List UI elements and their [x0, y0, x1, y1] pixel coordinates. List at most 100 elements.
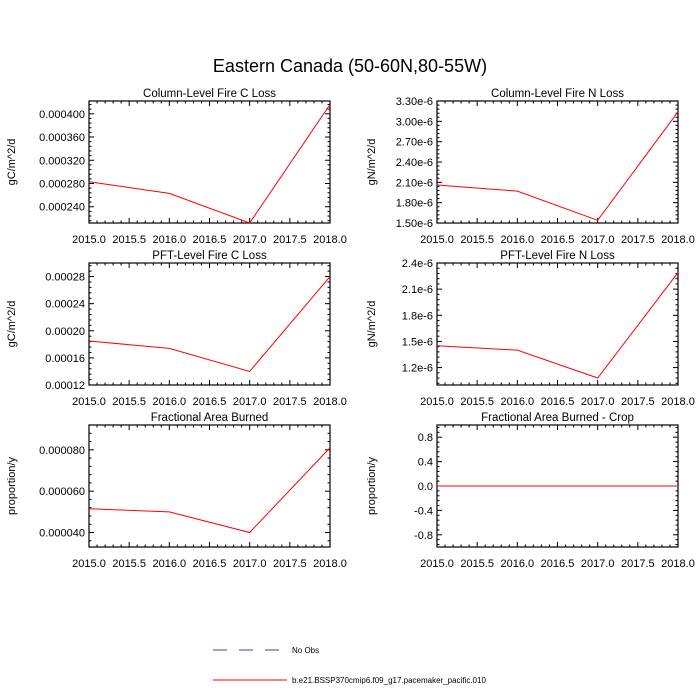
- y-axis-label: gN/m^2/d: [366, 301, 378, 348]
- y-tick-label: 0.00024: [45, 299, 85, 311]
- y-tick-label: 2.70e-6: [396, 137, 433, 149]
- x-tick-label: 2015.0: [420, 396, 454, 408]
- x-tick-label: 2015.5: [112, 558, 146, 570]
- panel-title: Fractional Area Burned - Crop: [481, 412, 634, 424]
- chart-panel: Column-Level Fire N Loss 2015.0 2015.5 2016…: [366, 88, 695, 246]
- legend: No Obs b.e21.BSSP370cmip6.f09_g17.pacema…: [213, 646, 486, 685]
- x-tick-label: 2017.0: [581, 396, 615, 408]
- series-line: [88, 104, 331, 224]
- x-tick-label: 2016.0: [153, 396, 187, 408]
- y-tick-label: 0.0: [418, 481, 433, 493]
- y-tick-label: 0.000060: [39, 486, 85, 498]
- y-tick-label: 3.00e-6: [396, 116, 433, 128]
- chart-panels: Column-Level Fire C Loss 2015.0 2015.5 2016…: [6, 88, 695, 570]
- panel-title: PFT-Level Fire C Loss: [152, 250, 267, 262]
- x-tick-label: 2018.0: [313, 396, 347, 408]
- x-tick-label: 2016.5: [193, 396, 227, 408]
- series-line: [436, 272, 679, 379]
- y-tick-label: 3.30e-6: [396, 96, 433, 108]
- y-tick-label: 0.4: [418, 457, 433, 469]
- x-tick-label: 2015.5: [460, 558, 494, 570]
- x-tick-label: 2017.0: [233, 234, 267, 246]
- x-tick-label: 2015.5: [112, 396, 146, 408]
- y-tick-label: 1.80e-6: [396, 198, 433, 210]
- x-tick-label: 2016.5: [541, 558, 575, 570]
- chart-panel: Fractional Area Burned - Crop 2015.0 2015.…: [366, 412, 695, 570]
- panel-title: Column-Level Fire C Loss: [143, 88, 276, 100]
- x-tick-label: 2016.5: [541, 396, 575, 408]
- y-tick-label: 1.8e-6: [402, 310, 433, 322]
- y-axis-label: gC/m^2/d: [6, 301, 18, 348]
- y-axis-label: gN/m^2/d: [366, 139, 378, 186]
- x-tick-label: 2015.0: [72, 396, 106, 408]
- x-tick-label: 2018.0: [313, 558, 347, 570]
- x-tick-label: 2017.5: [273, 558, 307, 570]
- y-tick-label: -0.4: [414, 505, 433, 517]
- y-tick-label: 0.00016: [45, 353, 85, 365]
- y-tick-label: 0.000360: [39, 132, 85, 144]
- x-tick-label: 2016.0: [501, 234, 535, 246]
- y-axis-label: gC/m^2/d: [6, 139, 18, 186]
- x-tick-label: 2018.0: [661, 558, 695, 570]
- y-tick-label: -0.8: [414, 530, 433, 542]
- x-tick-label: 2015.0: [420, 234, 454, 246]
- panel-title: Column-Level Fire N Loss: [491, 88, 624, 100]
- x-tick-label: 2017.0: [233, 396, 267, 408]
- y-tick-label: 0.00028: [45, 272, 85, 284]
- x-tick-label: 2017.5: [621, 558, 655, 570]
- x-tick-label: 2015.0: [420, 558, 454, 570]
- series-line: [88, 447, 331, 534]
- plot-frame: [88, 100, 331, 224]
- chart-panel: PFT-Level Fire C Loss 2015.0 2015.5 2016.0 2…: [6, 250, 347, 408]
- y-tick-label: 1.50e-6: [396, 218, 433, 230]
- y-tick-label: 2.4e-6: [402, 258, 433, 270]
- y-tick-label: 0.8: [418, 432, 433, 444]
- y-tick-label: 0.000400: [39, 109, 85, 121]
- x-tick-label: 2017.0: [581, 234, 615, 246]
- legend-model-label: b.e21.BSSP370cmip6.f09_g17.pacemaker_pac…: [292, 676, 486, 685]
- y-tick-label: 1.5e-6: [402, 336, 433, 348]
- x-tick-label: 2015.5: [112, 234, 146, 246]
- plot-frame: [436, 100, 679, 224]
- y-tick-label: 0.00020: [45, 326, 85, 338]
- x-tick-label: 2016.5: [541, 234, 575, 246]
- y-tick-label: 2.1e-6: [402, 284, 433, 296]
- y-tick-label: 0.000320: [39, 155, 85, 167]
- x-tick-label: 2017.5: [621, 396, 655, 408]
- y-tick-label: 0.00012: [45, 380, 85, 392]
- y-tick-label: 0.000080: [39, 445, 85, 457]
- x-tick-label: 2015.5: [460, 234, 494, 246]
- panel-title: PFT-Level Fire N Loss: [500, 250, 615, 262]
- figure-title: Eastern Canada (50-60N,80-55W): [213, 56, 487, 76]
- panel-title: Fractional Area Burned: [151, 412, 269, 424]
- x-tick-label: 2015.5: [460, 396, 494, 408]
- y-axis-label: proportion/y: [6, 456, 18, 515]
- y-tick-label: 0.000040: [39, 528, 85, 540]
- y-tick-label: 1.2e-6: [402, 363, 433, 375]
- x-tick-label: 2016.5: [193, 558, 227, 570]
- x-tick-label: 2016.5: [193, 234, 227, 246]
- y-tick-label: 0.000280: [39, 178, 85, 190]
- y-tick-label: 2.40e-6: [396, 157, 433, 169]
- x-tick-label: 2018.0: [661, 234, 695, 246]
- x-tick-label: 2017.0: [233, 558, 267, 570]
- plot-frame: [88, 262, 331, 386]
- legend-obs-label: No Obs: [292, 646, 319, 655]
- y-tick-label: 0.000240: [39, 202, 85, 214]
- x-tick-label: 2018.0: [661, 396, 695, 408]
- y-tick-label: 2.10e-6: [396, 177, 433, 189]
- x-tick-label: 2017.5: [273, 396, 307, 408]
- chart-panel: PFT-Level Fire N Loss 2015.0 2015.5 2016.0 2…: [366, 250, 695, 408]
- x-tick-label: 2017.5: [273, 234, 307, 246]
- x-tick-label: 2017.0: [581, 558, 615, 570]
- x-tick-label: 2016.0: [153, 234, 187, 246]
- x-tick-label: 2018.0: [313, 234, 347, 246]
- y-axis-label: proportion/y: [366, 456, 378, 515]
- x-tick-label: 2016.0: [501, 396, 535, 408]
- plot-frame: [436, 262, 679, 386]
- chart-panel: Column-Level Fire C Loss 2015.0 2015.5 2016…: [6, 88, 347, 246]
- x-tick-label: 2015.0: [72, 234, 106, 246]
- x-tick-label: 2017.5: [621, 234, 655, 246]
- x-tick-label: 2016.0: [153, 558, 187, 570]
